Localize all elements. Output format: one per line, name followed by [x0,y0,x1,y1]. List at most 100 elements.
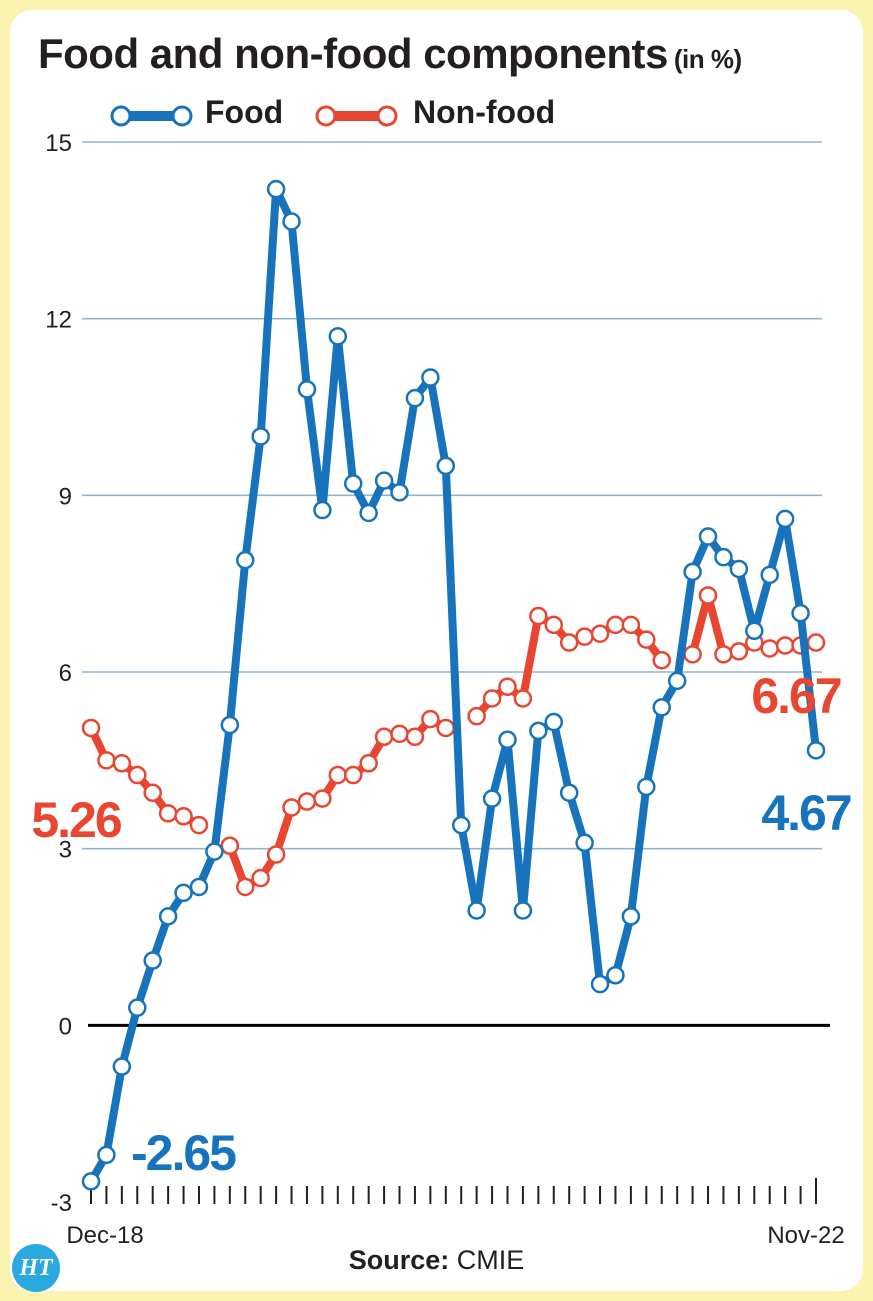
food-data-point [143,951,162,970]
food-data-point [652,698,671,717]
nonfood-data-point [405,727,425,747]
food-data-point [81,1172,101,1191]
nonfood-data-point [498,677,517,696]
y-tick-label: 3 [59,837,72,864]
food-data-point [436,456,456,476]
nonfood-data-point [637,630,656,649]
nonfood-data-point [328,765,348,785]
food-data-point [189,877,209,897]
food-data-point [158,907,178,926]
legend-nonfood-swatch [315,105,398,127]
food-data-point [683,562,702,582]
nonfood-data-point [343,765,363,785]
food-data-point [390,483,409,502]
food-data-point [205,842,224,861]
y-tick-label: 9 [59,483,72,510]
food-data-point [621,907,641,926]
nonfood-data-point [220,836,240,855]
y-tick-label: 12 [45,307,72,334]
y-tick-label: 0 [59,1013,72,1040]
food-data-point [421,368,440,387]
value-callout: -2.65 [131,1125,236,1181]
nonfood-data-point [698,586,718,605]
nonfood-data-point [559,633,579,652]
y-tick-label: 15 [45,130,72,157]
y-tick-label: 6 [59,660,72,687]
food-data-point [729,559,749,579]
nonfood-data-point [174,807,193,826]
food-data-point [266,179,286,199]
nonfood-data-point [652,650,671,670]
nonfood-data-point [806,633,826,652]
food-data-point [405,388,425,408]
nonfood-data-point [251,868,270,888]
food-series-line [87,185,820,1186]
food-data-point [343,474,363,493]
food-data-point [498,730,517,749]
nonfood-data-point [282,798,301,817]
chart-title-text: Food and non-food components [38,30,668,77]
food-data-point [128,998,147,1017]
nonfood-data-point [575,627,594,646]
legend-food-swatch [110,105,193,127]
food-data-point [467,901,486,920]
food-data-point [297,380,317,399]
source-line: Source: CMIE [0,1245,873,1276]
nonfood-data-point [482,689,502,708]
nonfood-data-point [297,792,317,811]
nonfood-data-point [714,645,733,664]
food-data-point [559,783,579,802]
x-tick-label-start: Dec-18 [66,1222,143,1249]
nonfood-data-point [313,789,332,808]
nonfood-data-point [544,615,564,635]
nonfood-data-point [266,845,286,864]
nonfood-data-point [421,709,440,729]
food-data-point [714,547,733,567]
food-data-point [698,527,718,546]
nonfood-data-point [189,815,209,835]
x-tick-label-end: Nov-22 [767,1222,844,1249]
food-data-point [745,621,764,641]
ht-logo: HT [12,1244,60,1292]
nonfood-data-point [158,804,178,823]
food-data-point [529,721,548,741]
food-data-point [482,789,502,808]
food-data-point [282,212,301,231]
nonfood-data-point [236,877,255,897]
food-data-point [544,712,564,732]
food-data-point [451,815,471,835]
food-data-point [236,550,255,570]
food-data-point [806,741,826,760]
value-callout: 5.26 [31,792,121,848]
food-data-point [313,500,332,520]
nonfood-data-point [97,751,116,770]
chart-legend [110,105,398,127]
food-data-point [220,715,240,735]
nonfood-data-point [513,689,533,708]
y-tick-label: -3 [51,1190,72,1217]
nonfood-data-point [729,642,749,661]
value-callout: 6.67 [751,668,841,724]
food-data-point [251,427,270,446]
nonfood-data-point [112,754,132,773]
food-data-point [174,883,193,903]
nonfood-data-point [529,606,548,626]
food-data-point [112,1057,132,1076]
food-data-point [667,671,687,691]
nonfood-data-point [467,706,486,726]
chart-title-unit: (in %) [673,44,742,74]
nonfood-data-point [81,718,101,738]
legend-nonfood-label: Non-food [413,94,556,130]
nonfood-data-point [436,718,456,738]
source-value: CMIE [456,1245,525,1275]
food-data-point [775,509,795,529]
nonfood-data-point [760,639,779,658]
food-data-point [590,974,610,994]
chart-title: Food and non-food components (in %) [38,30,742,78]
food-data-point [328,327,348,346]
nonfood-data-point [390,724,409,744]
nonfood-data-point [143,783,162,802]
food-data-point [359,503,378,523]
food-data-point [760,565,779,585]
value-callout: 4.67 [761,785,851,841]
